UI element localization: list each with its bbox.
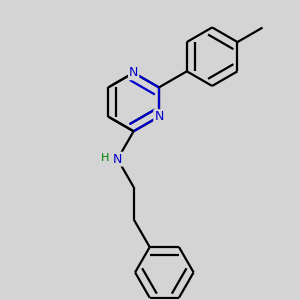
Text: N: N [113,153,122,166]
Text: N: N [129,66,138,79]
Text: N: N [154,110,164,123]
Text: H: H [100,153,109,163]
